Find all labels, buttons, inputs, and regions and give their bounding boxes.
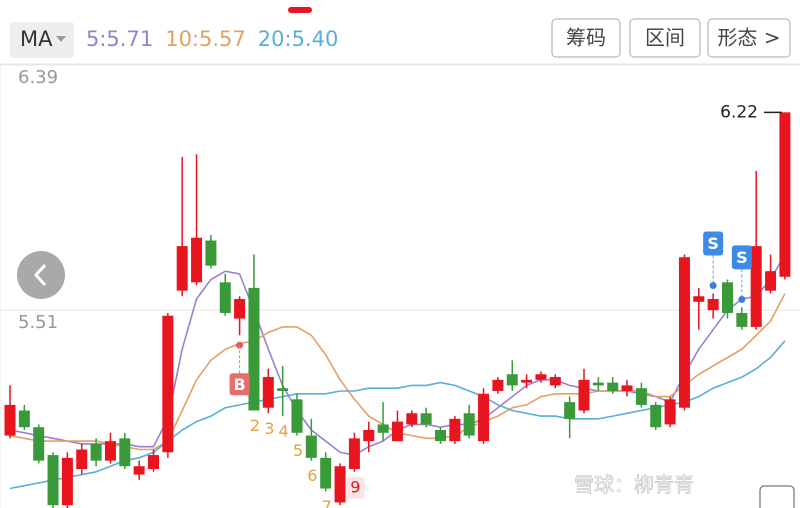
back-icon [33,263,47,287]
candle-body [248,287,260,411]
y-tick-label: 6.39 [18,67,58,88]
count-label: 6 [307,466,317,485]
candle-body [535,374,547,380]
candle-body [348,438,360,469]
candle-body [277,388,289,391]
annotations: B SS 2 3 456 7 9 [229,231,752,508]
toolbar-button[interactable] [629,18,701,58]
toolbar-button-label: 区间 [645,26,685,50]
candle-body [678,257,690,408]
candle-body [650,404,662,428]
count-label: 3 [264,419,274,438]
candles [4,112,791,508]
legend-entry: 5:5.71 [86,27,153,51]
signal-badge [703,231,724,256]
signal-label: B [233,375,245,394]
grid: 6.39 5.51 [0,64,800,333]
candle-body [664,399,676,425]
candle-body [234,299,246,319]
candle-body [76,449,88,469]
candle-body [391,421,403,442]
signal-dot [738,295,746,303]
candle-body [219,282,231,313]
candle-body [334,466,346,503]
candle-body [420,413,432,425]
candle-body [363,429,375,442]
count-label: 5 [293,441,303,460]
toolbar-button[interactable] [707,18,791,58]
candle-body [262,377,274,408]
legend-entry: 20:5.40 [258,27,339,51]
legend: 5:5.71 10:5.57 20:5.40 [86,27,338,51]
watermark: 雪球：柳青青 [574,473,694,497]
candle-body [707,299,719,311]
candle-body [133,466,145,475]
back-button[interactable] [17,251,65,299]
count-badge [346,476,365,499]
candle-body [449,418,461,442]
corner-icon [759,485,795,508]
candle-body [119,438,131,467]
candle-body [205,240,217,266]
signal-badge [731,245,752,270]
candle-body [162,315,174,453]
candle-body [549,377,561,386]
candle-body [61,457,73,506]
candle-body [607,382,619,391]
candle-body [435,429,446,442]
max-label: 6.22 [720,102,758,122]
candle-body [191,237,203,283]
signal-label: S [707,234,719,253]
candle-body [305,435,317,458]
toolbar-button-label: 形态 > [717,26,780,50]
count-label: 7 [322,497,332,508]
candle-body [478,393,490,442]
candle-body [18,410,30,428]
candle-body [521,379,533,383]
dropdown-arrow [56,36,66,42]
legend-entry: 10:5.57 [165,27,246,51]
candle-body [320,457,332,489]
candle-body [564,402,576,419]
count-label: 9 [350,477,360,496]
candle-body [736,312,748,327]
candle-body [578,379,590,411]
drag-handle [288,7,312,13]
signal-label: S [736,248,748,267]
candle-body [750,246,762,327]
candle-body [377,424,389,433]
candle-body [47,455,59,506]
candle-body [722,282,733,313]
candle-body [176,246,188,291]
toolbar: 筹码 区间 形态 > [551,18,791,58]
candle-body [492,379,504,391]
indicator-name: MA [20,27,53,51]
candle-body [693,296,705,302]
candle-body [33,427,45,461]
candle-body [90,443,102,461]
candle-body [506,374,518,386]
candle-body [592,382,604,386]
indicator-selector[interactable] [10,22,74,58]
signal-badge [229,373,250,396]
candle-body [463,413,475,436]
count-label: 2 [250,416,260,435]
candle-body [635,388,647,405]
y-tick-label: 5.51 [18,312,58,333]
candle-body [779,112,791,277]
candle-body [406,413,418,425]
candle-body [104,441,116,461]
candle-body [621,385,633,391]
toolbar-button-label: 筹码 [566,26,606,50]
candle-body [291,399,303,433]
candle-body [148,455,159,469]
count-label: 4 [279,422,289,441]
candle-body [765,271,777,291]
toolbar-button[interactable] [551,18,621,58]
candle-body [4,404,16,436]
